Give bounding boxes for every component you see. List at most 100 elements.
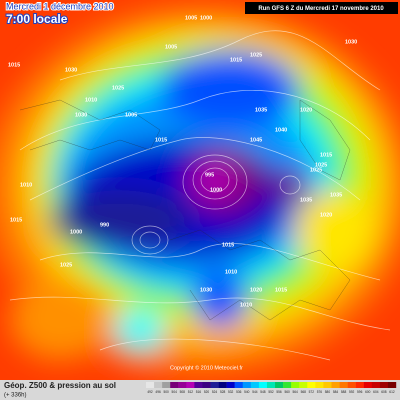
colorbar-label: 528 xyxy=(220,390,226,394)
colorbar-label: 492 xyxy=(147,390,153,394)
pressure-label: 1030 xyxy=(65,67,77,73)
pressure-label: 1035 xyxy=(255,107,267,113)
colorbar-swatch xyxy=(234,382,243,388)
forecast-date: Mercredi 1 décembre 2010 xyxy=(6,1,114,11)
colorbar-swatch xyxy=(331,382,340,388)
pressure-label: 1015 xyxy=(8,62,20,68)
colorbar-label: 564 xyxy=(293,390,299,394)
colorbar-label: 592 xyxy=(349,390,355,394)
colorbar-label: 532 xyxy=(228,390,234,394)
pressure-label: 1030 xyxy=(200,287,212,293)
colorbar-label: 556 xyxy=(276,390,282,394)
colorbar: 492 496 500 504 508 512 516 520 524 528 532 536 540 5… xyxy=(146,382,397,394)
colorbar-label: 600 xyxy=(365,390,371,394)
colorbar-label: 544 xyxy=(252,390,258,394)
colorbar-label: 596 xyxy=(357,390,363,394)
colorbar-label: 576 xyxy=(317,390,323,394)
colorbar-swatch xyxy=(307,382,316,388)
pressure-label: 1005 xyxy=(125,112,137,118)
colorbar-label: 508 xyxy=(180,390,186,394)
pressure-label: 1015 xyxy=(155,137,167,143)
colorbar-label: 608 xyxy=(381,390,387,394)
colorbar-label: 516 xyxy=(196,390,202,394)
colorbar-label: 572 xyxy=(309,390,315,394)
pressure-label: 1010 xyxy=(240,302,252,308)
footer-lead: (+ 336h) xyxy=(4,393,27,399)
pressure-label: 1045 xyxy=(250,137,262,143)
run-info: Run GFS 6 Z du Mercredi 17 novembre 2010 xyxy=(258,6,384,12)
pressure-label: 1005 xyxy=(165,44,177,50)
colorbar-swatch xyxy=(218,382,227,388)
footer-title: Géop. Z500 & pression au sol xyxy=(4,381,116,390)
pressure-label: 1010 xyxy=(20,182,32,188)
colorbar-label: 604 xyxy=(373,390,379,394)
pressure-label: 1020 xyxy=(250,287,262,293)
pressure-label: 1025 xyxy=(315,162,327,168)
pressure-label: 1010 xyxy=(225,269,237,275)
pressure-label: 1015 xyxy=(275,287,287,293)
pressure-labels: 1015103010051000100510251010102510151030… xyxy=(8,15,357,308)
pressure-label: 1000 xyxy=(210,187,222,193)
colorbar-swatch xyxy=(242,382,252,388)
colorbar-swatch xyxy=(339,382,348,388)
pressure-label: 1025 xyxy=(112,85,124,91)
colorbar-swatch xyxy=(202,382,211,388)
pressure-label: 1025 xyxy=(60,262,72,268)
colorbar-swatch xyxy=(347,382,356,388)
colorbar-swatch xyxy=(226,382,235,388)
colorbar-swatch xyxy=(355,382,364,388)
colorbar-swatch xyxy=(266,382,276,388)
colorbar-label: 584 xyxy=(333,390,339,394)
pressure-label: 1015 xyxy=(230,57,242,63)
pressure-label: 1015 xyxy=(320,152,332,158)
colorbar-swatch xyxy=(315,382,324,388)
pressure-label: 1020 xyxy=(300,107,312,113)
coastlines xyxy=(19,99,351,321)
colorbar-label: 536 xyxy=(236,390,242,394)
colorbar-label: 552 xyxy=(268,390,274,394)
pressure-label: 1030 xyxy=(345,39,357,45)
pressure-label: 1025 xyxy=(310,167,322,173)
colorbar-label: 524 xyxy=(212,390,218,394)
colorbar-label: 540 xyxy=(244,390,250,394)
colorbar-swatch xyxy=(258,382,268,388)
pressure-label: 1000 xyxy=(70,229,82,235)
copyright: Copyright © 2010 Meteociel.fr xyxy=(170,364,243,371)
colorbar-swatch xyxy=(178,382,187,388)
colorbar-swatch xyxy=(371,382,381,388)
colorbar-label: 560 xyxy=(284,390,290,394)
pressure-label: 1040 xyxy=(275,127,287,133)
pressure-label: 1025 xyxy=(250,52,262,58)
pressure-label: 995 xyxy=(205,172,214,178)
forecast-time: 7:00 locale xyxy=(6,12,68,26)
run-box xyxy=(245,2,398,14)
isobars xyxy=(9,30,391,361)
colorbar-swatch xyxy=(291,382,300,388)
colorbar-label: 520 xyxy=(204,390,210,394)
map-field: 1015103010051000100510251010102510151030… xyxy=(0,0,400,380)
colorbar-label: 496 xyxy=(155,390,161,394)
colorbar-swatch xyxy=(186,382,195,388)
colorbar-swatch xyxy=(194,382,203,388)
pressure-label: 1020 xyxy=(320,212,332,218)
colorbar-swatch xyxy=(379,382,389,388)
pressure-label: 1000 xyxy=(200,15,212,21)
pressure-label: 1005 xyxy=(185,15,197,21)
colorbar-label: 504 xyxy=(172,390,178,394)
colorbar-swatch xyxy=(323,382,332,388)
colorbar-swatch xyxy=(363,382,373,388)
pressure-label: 1035 xyxy=(300,197,312,203)
colorbar-swatch xyxy=(170,382,179,388)
colorbar-label: 500 xyxy=(163,390,169,394)
colorbar-swatch xyxy=(210,382,219,388)
pressure-label: 1015 xyxy=(10,217,22,223)
colorbar-label: 612 xyxy=(389,390,395,394)
colorbar-swatch xyxy=(283,382,292,388)
colorbar-label: 512 xyxy=(188,390,194,394)
colorbar-swatch xyxy=(154,382,163,388)
colorbar-swatch xyxy=(162,382,171,388)
colorbar-swatch xyxy=(275,382,284,388)
pressure-label: 1030 xyxy=(75,112,87,118)
colorbar-swatch xyxy=(250,382,260,388)
colorbar-label: 568 xyxy=(301,390,307,394)
